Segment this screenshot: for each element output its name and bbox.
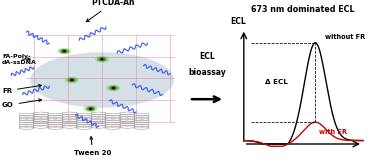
Circle shape — [100, 58, 104, 60]
Circle shape — [88, 108, 93, 110]
Circle shape — [70, 79, 74, 81]
Circle shape — [88, 108, 93, 110]
Circle shape — [111, 87, 116, 89]
Text: Tween 20: Tween 20 — [74, 137, 111, 156]
Circle shape — [101, 59, 104, 60]
Circle shape — [89, 108, 92, 109]
Text: GO: GO — [2, 99, 42, 108]
Circle shape — [62, 50, 67, 52]
Text: Δ ECL: Δ ECL — [265, 79, 288, 85]
Text: FA-Poly-
dA-ssDNA: FA-Poly- dA-ssDNA — [2, 54, 37, 65]
Circle shape — [96, 56, 108, 62]
Text: ECL: ECL — [199, 52, 215, 61]
Circle shape — [109, 86, 118, 90]
Circle shape — [111, 87, 116, 89]
Circle shape — [101, 59, 103, 60]
Circle shape — [68, 78, 76, 82]
Circle shape — [87, 107, 95, 111]
Circle shape — [70, 79, 73, 81]
Text: bioassay: bioassay — [188, 68, 226, 77]
Text: FR: FR — [2, 84, 42, 94]
Text: ECL: ECL — [230, 17, 246, 26]
Text: without FR: without FR — [325, 34, 365, 40]
Circle shape — [69, 79, 74, 81]
Text: PTCDA-An: PTCDA-An — [86, 0, 135, 22]
Circle shape — [58, 48, 71, 54]
Circle shape — [65, 77, 78, 83]
Circle shape — [62, 50, 67, 52]
Circle shape — [60, 49, 68, 53]
Circle shape — [99, 58, 105, 60]
Circle shape — [98, 57, 106, 61]
Text: with FR: with FR — [319, 128, 347, 135]
Text: 673 nm dominated ECL: 673 nm dominated ECL — [251, 5, 354, 14]
Circle shape — [112, 87, 115, 89]
Circle shape — [63, 51, 65, 52]
Ellipse shape — [30, 52, 174, 108]
Circle shape — [107, 85, 120, 91]
Circle shape — [84, 106, 97, 112]
Circle shape — [90, 108, 92, 109]
Circle shape — [63, 51, 66, 52]
